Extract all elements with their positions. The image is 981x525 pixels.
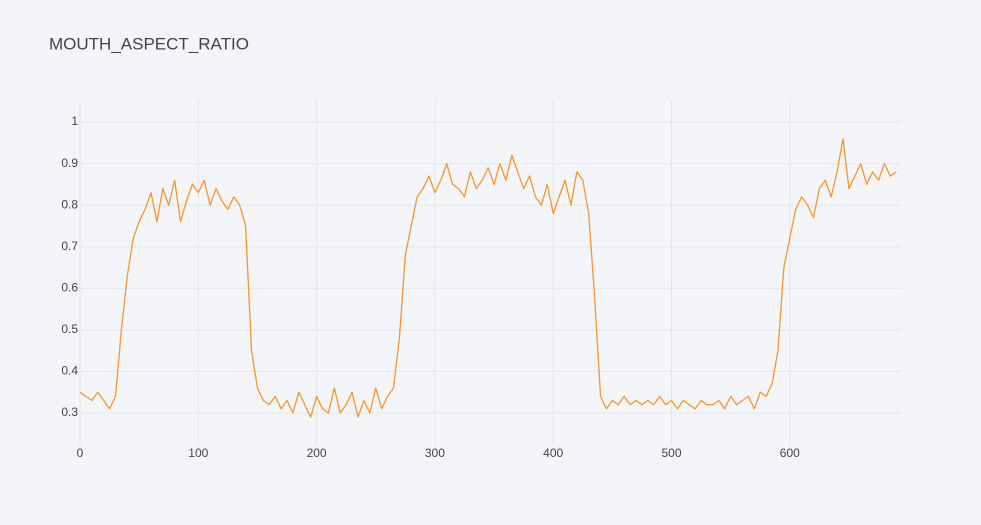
y-tick-label: 0.5 bbox=[61, 322, 78, 336]
x-tick-label: 600 bbox=[780, 446, 800, 460]
x-tick-label: 400 bbox=[543, 446, 563, 460]
y-tick-label: 0.8 bbox=[61, 197, 78, 211]
y-tick-label: 0.9 bbox=[61, 156, 78, 170]
y-tick-label: 0.6 bbox=[61, 280, 78, 294]
y-tick-label: 1 bbox=[71, 114, 78, 128]
y-tick-label: 0.4 bbox=[61, 364, 78, 378]
x-tick-label: 0 bbox=[77, 446, 84, 460]
x-tick-label: 500 bbox=[661, 446, 681, 460]
x-tick-label: 100 bbox=[188, 446, 208, 460]
y-tick-label: 0.7 bbox=[61, 239, 78, 253]
x-tick-label: 200 bbox=[307, 446, 327, 460]
x-tick-label: 300 bbox=[425, 446, 445, 460]
data-line bbox=[79, 138, 897, 418]
y-tick-label: 0.3 bbox=[61, 405, 78, 419]
chart-title: MOUTH_ASPECT_RATIO bbox=[49, 34, 249, 53]
